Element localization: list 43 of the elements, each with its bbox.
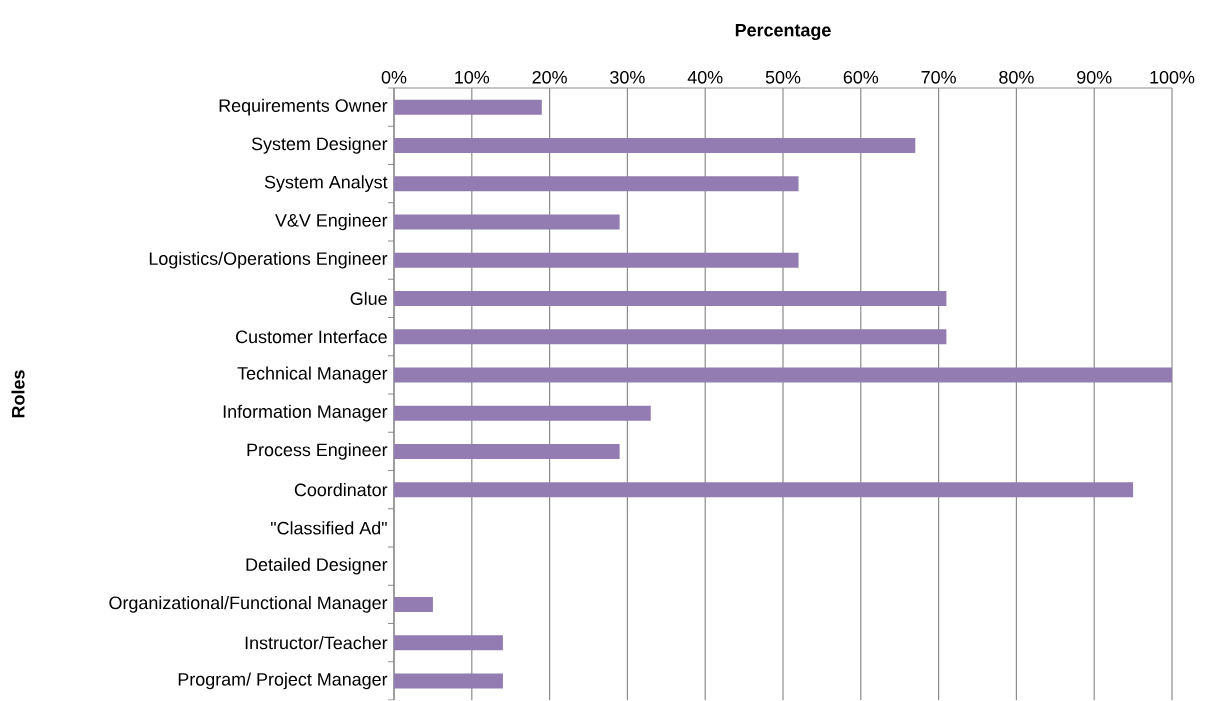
bar xyxy=(394,252,799,268)
x-tick-label: 50% xyxy=(765,71,801,84)
y-tick-label: Technical Manager xyxy=(237,366,388,384)
y-tick-label: Program/ Project Manager xyxy=(178,672,388,690)
y-tick-label: Process Engineer xyxy=(247,443,388,460)
y-tick-label: Detailed Designer xyxy=(246,557,388,575)
y-tick-label: Requirements Owner xyxy=(219,98,388,116)
y-tick-label: Customer Interface xyxy=(236,330,387,344)
y-tick-label: System Analyst xyxy=(264,175,388,193)
y-axis-title: Roles xyxy=(11,370,25,418)
bar xyxy=(394,367,1172,383)
x-tick-label: 0% xyxy=(381,71,407,84)
y-tick-label: Instructor/Teacher xyxy=(245,636,388,650)
x-tick-label: 80% xyxy=(999,71,1034,84)
x-axis-title: Percentage xyxy=(735,24,831,41)
bar xyxy=(394,597,433,613)
y-tick-label: Information Manager xyxy=(223,404,388,422)
bar xyxy=(394,329,947,345)
bar xyxy=(394,405,651,421)
x-tick-label: 90% xyxy=(1077,71,1112,84)
x-tick-label: 70% xyxy=(921,71,956,84)
x-tick-label: 40% xyxy=(687,71,723,84)
bar xyxy=(394,138,916,154)
x-tick-label: 20% xyxy=(532,71,567,84)
bar xyxy=(394,482,1134,498)
bar xyxy=(394,635,503,651)
y-tick-label: V&V Engineer xyxy=(275,213,388,231)
x-tick-label: 30% xyxy=(610,71,645,84)
x-tick-label: 60% xyxy=(843,71,879,84)
y-tick-label: Glue xyxy=(350,291,387,306)
y-tick-label: "Classified Ad" xyxy=(270,521,387,535)
bar xyxy=(394,444,620,460)
y-tick-label: Logistics/Operations Engineer xyxy=(149,251,388,269)
y-tick-label: Coordinator xyxy=(294,483,388,497)
bar xyxy=(394,176,799,192)
bar xyxy=(394,673,503,689)
x-tick-label: 100% xyxy=(1150,71,1195,84)
bar xyxy=(394,99,542,115)
bar xyxy=(394,291,947,307)
y-tick-label: Organizational/Functional Manager xyxy=(109,596,388,613)
x-tick-label: 10% xyxy=(455,71,490,84)
y-tick-label: System Designer xyxy=(251,137,388,154)
bar xyxy=(394,214,620,230)
